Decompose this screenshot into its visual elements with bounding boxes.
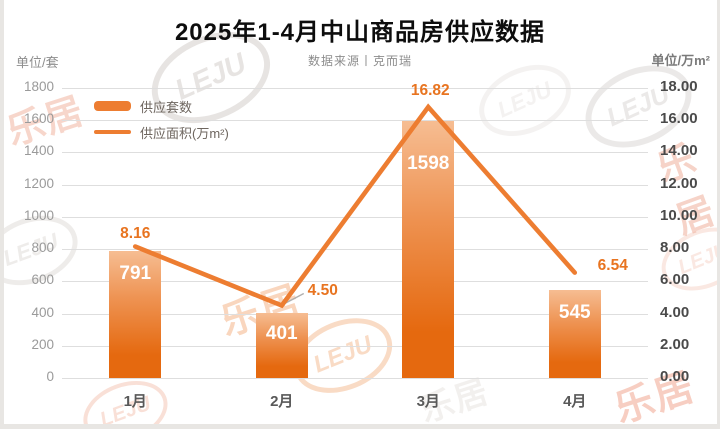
page-frame-left xyxy=(0,0,4,429)
left-axis-tick: 800 xyxy=(31,240,54,256)
left-axis-tick: 1200 xyxy=(23,175,54,191)
label-leader-line xyxy=(284,292,305,305)
bar-1 xyxy=(109,250,162,378)
gridline xyxy=(62,120,648,122)
data-source-label: 数据来源丨克而瑞 xyxy=(307,54,412,68)
legend-line-swatch xyxy=(94,130,131,134)
right-axis-tick: 0.00 xyxy=(660,368,690,385)
page-frame-right xyxy=(717,0,720,429)
right-axis-tick: 4.00 xyxy=(660,303,690,321)
gridline xyxy=(62,184,648,186)
right-axis-tick: 2.00 xyxy=(660,335,690,353)
x-axis-label: 4月 xyxy=(563,393,587,410)
right-axis-tick: 12.00 xyxy=(660,174,698,192)
right-axis-tick: 18.00 xyxy=(660,78,698,95)
legend: 供应套数 供应面积(万m²) xyxy=(94,93,229,145)
gridline xyxy=(62,152,648,154)
page-frame-bottom xyxy=(0,424,720,429)
left-axis-tick: 600 xyxy=(31,272,54,288)
legend-item-bars: 供应套数 xyxy=(94,93,229,119)
x-axis-label: 3月 xyxy=(416,393,440,410)
chart-header: 2025年1-4月中山商品房供应数据 数据来源丨克而瑞 xyxy=(0,12,720,69)
gridline xyxy=(62,249,648,251)
right-axis-tick: 16.00 xyxy=(660,110,698,128)
bar-value-label: 401 xyxy=(265,323,298,345)
bar-value-label: 791 xyxy=(119,262,152,284)
bar-value-label: 1598 xyxy=(407,152,450,174)
legend-bar-label: 供应套数 xyxy=(140,99,193,115)
line-point-label: 8.16 xyxy=(120,224,151,242)
right-axis-tick: 10.00 xyxy=(660,206,698,224)
line-point-label: 16.82 xyxy=(410,82,450,99)
right-axis-tick: 8.00 xyxy=(660,239,690,257)
gridline xyxy=(62,216,648,218)
right-axis-tick: 14.00 xyxy=(660,142,698,160)
gridline xyxy=(62,345,648,347)
bar-2 xyxy=(255,313,308,378)
legend-line-label: 供应面积(万m²) xyxy=(140,125,229,141)
line-point-label: 6.54 xyxy=(597,256,628,274)
left-axis-tick: 1400 xyxy=(23,143,54,159)
gridline xyxy=(62,281,648,283)
left-axis-unit: 单位/套 xyxy=(16,55,59,70)
line-path xyxy=(132,103,578,309)
legend-bar-swatch xyxy=(94,101,131,111)
left-axis-tick: 1600 xyxy=(23,111,54,127)
right-axis-tick: 6.00 xyxy=(660,271,690,289)
left-axis-tick: 0 xyxy=(46,369,54,384)
bar-value-label: 545 xyxy=(558,302,591,324)
bar-4 xyxy=(548,290,601,378)
line-point-label: 4.50 xyxy=(307,281,338,299)
left-axis-tick: 400 xyxy=(31,304,54,320)
gridline xyxy=(62,313,648,315)
right-axis-unit: 单位/万m² xyxy=(651,53,710,68)
left-axis-tick: 1000 xyxy=(23,207,54,223)
bar-3 xyxy=(402,120,455,378)
chart-title: 2025年1-4月中山商品房供应数据 xyxy=(174,19,546,46)
x-axis-label: 2月 xyxy=(270,393,294,410)
left-axis-tick: 200 xyxy=(31,336,54,352)
gridline xyxy=(62,378,648,379)
x-axis-label: 1月 xyxy=(123,393,147,410)
left-axis-tick: 1800 xyxy=(23,79,54,94)
gridline xyxy=(62,88,648,89)
legend-item-line: 供应面积(万m²) xyxy=(94,119,229,145)
